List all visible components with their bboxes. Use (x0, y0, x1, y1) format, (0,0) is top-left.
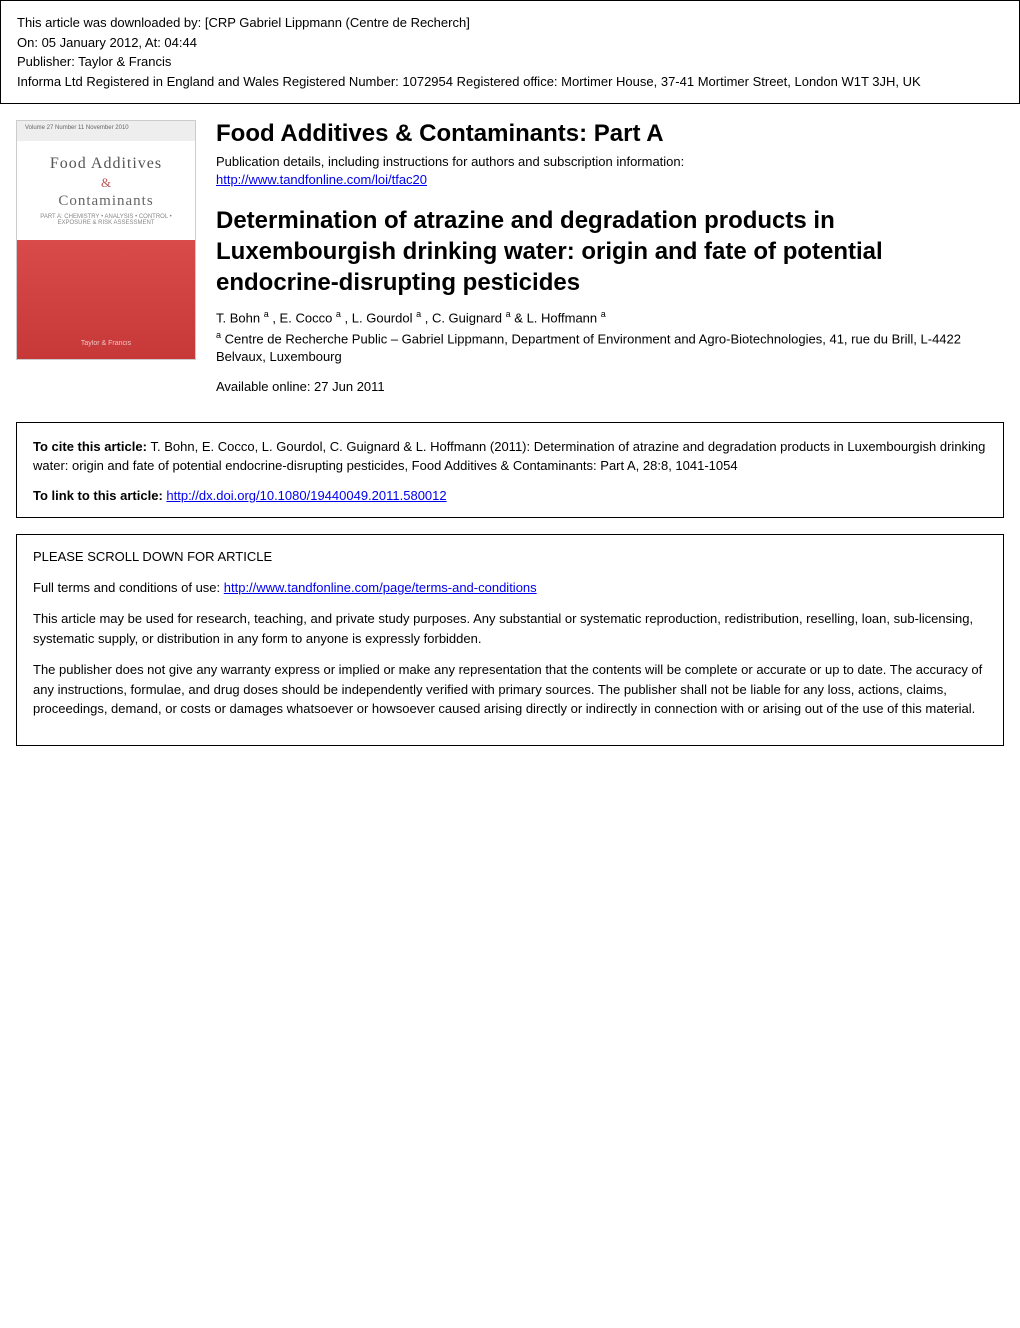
full-terms-line: Full terms and conditions of use: http:/… (33, 578, 987, 598)
on-date-line: On: 05 January 2012, At: 04:44 (17, 33, 1003, 53)
cite-text: T. Bohn, E. Cocco, L. Gourdol, C. Guigna… (33, 439, 985, 474)
terms-para-2: The publisher does not give any warranty… (33, 660, 987, 719)
article-title: Determination of atrazine and degradatio… (216, 205, 1004, 299)
cover-column: Volume 27 Number 11 November 2010 Food A… (16, 120, 196, 394)
metadata-column: Food Additives & Contaminants: Part A Pu… (216, 120, 1004, 394)
cover-volume-header: Volume 27 Number 11 November 2010 (17, 121, 195, 141)
affiliation-text: Centre de Recherche Public – Gabriel Lip… (216, 331, 961, 364)
publication-details-text: Publication details, including instructi… (216, 154, 1004, 169)
author-5-sup: a (601, 309, 606, 319)
cite-label: To cite this article: (33, 439, 151, 454)
author-4: , C. Guignard (421, 310, 506, 325)
cover-title-line2: Contaminants (29, 193, 183, 210)
publisher-line: Publisher: Taylor & Francis (17, 52, 1003, 72)
journal-title: Food Additives & Contaminants: Part A (216, 120, 1004, 148)
cover-title-area: Food Additives & Contaminants PART A: CH… (17, 141, 195, 240)
author-1: T. Bohn (216, 310, 264, 325)
cover-publisher-logo: Taylor & Francis (81, 340, 131, 347)
cover-body: Taylor & Francis (17, 240, 195, 359)
cover-ampersand: & (29, 175, 183, 191)
author-5: & L. Hoffmann (511, 310, 601, 325)
journal-loi-link[interactable]: http://www.tandfonline.com/loi/tfac20 (216, 172, 427, 187)
download-header-box: This article was downloaded by: [CRP Gab… (0, 0, 1020, 104)
main-section: Volume 27 Number 11 November 2010 Food A… (0, 104, 1020, 410)
scroll-heading: PLEASE SCROLL DOWN FOR ARTICLE (33, 549, 987, 564)
downloaded-by-line: This article was downloaded by: [CRP Gab… (17, 13, 1003, 33)
authors-line: T. Bohn a , E. Cocco a , L. Gourdol a , … (216, 309, 1004, 325)
author-3: , L. Gourdol (341, 310, 416, 325)
doi-link-block: To link to this article: http://dx.doi.o… (33, 488, 987, 503)
author-2: , E. Cocco (269, 310, 336, 325)
citation-box: To cite this article: T. Bohn, E. Cocco,… (16, 422, 1004, 518)
cover-title-line1: Food Additives (29, 155, 183, 173)
terms-box: PLEASE SCROLL DOWN FOR ARTICLE Full term… (16, 534, 1004, 746)
informa-line: Informa Ltd Registered in England and Wa… (17, 72, 1003, 92)
cite-block: To cite this article: T. Bohn, E. Cocco,… (33, 437, 987, 476)
journal-cover-image: Volume 27 Number 11 November 2010 Food A… (16, 120, 196, 360)
available-online: Available online: 27 Jun 2011 (216, 379, 1004, 394)
affiliation-line: a Centre de Recherche Public – Gabriel L… (216, 329, 1004, 367)
cover-subtitle: PART A: CHEMISTRY • ANALYSIS • CONTROL •… (29, 214, 183, 226)
link-label: To link to this article: (33, 488, 166, 503)
terms-url-link[interactable]: http://www.tandfonline.com/page/terms-an… (224, 580, 537, 595)
terms-para-1: This article may be used for research, t… (33, 609, 987, 648)
page-container: This article was downloaded by: [CRP Gab… (0, 0, 1020, 746)
full-terms-prefix: Full terms and conditions of use: (33, 580, 224, 595)
doi-link[interactable]: http://dx.doi.org/10.1080/19440049.2011.… (166, 488, 446, 503)
